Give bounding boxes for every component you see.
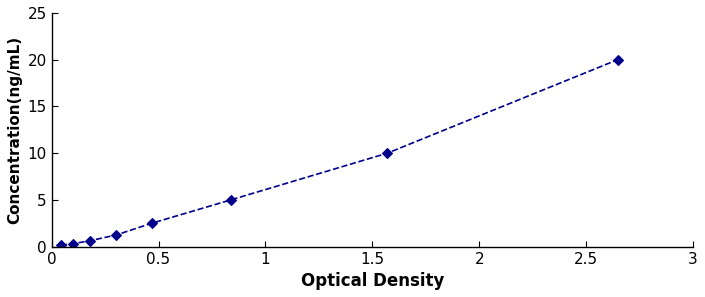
X-axis label: Optical Density: Optical Density (301, 272, 444, 290)
Y-axis label: Concentration(ng/mL): Concentration(ng/mL) (7, 36, 22, 224)
